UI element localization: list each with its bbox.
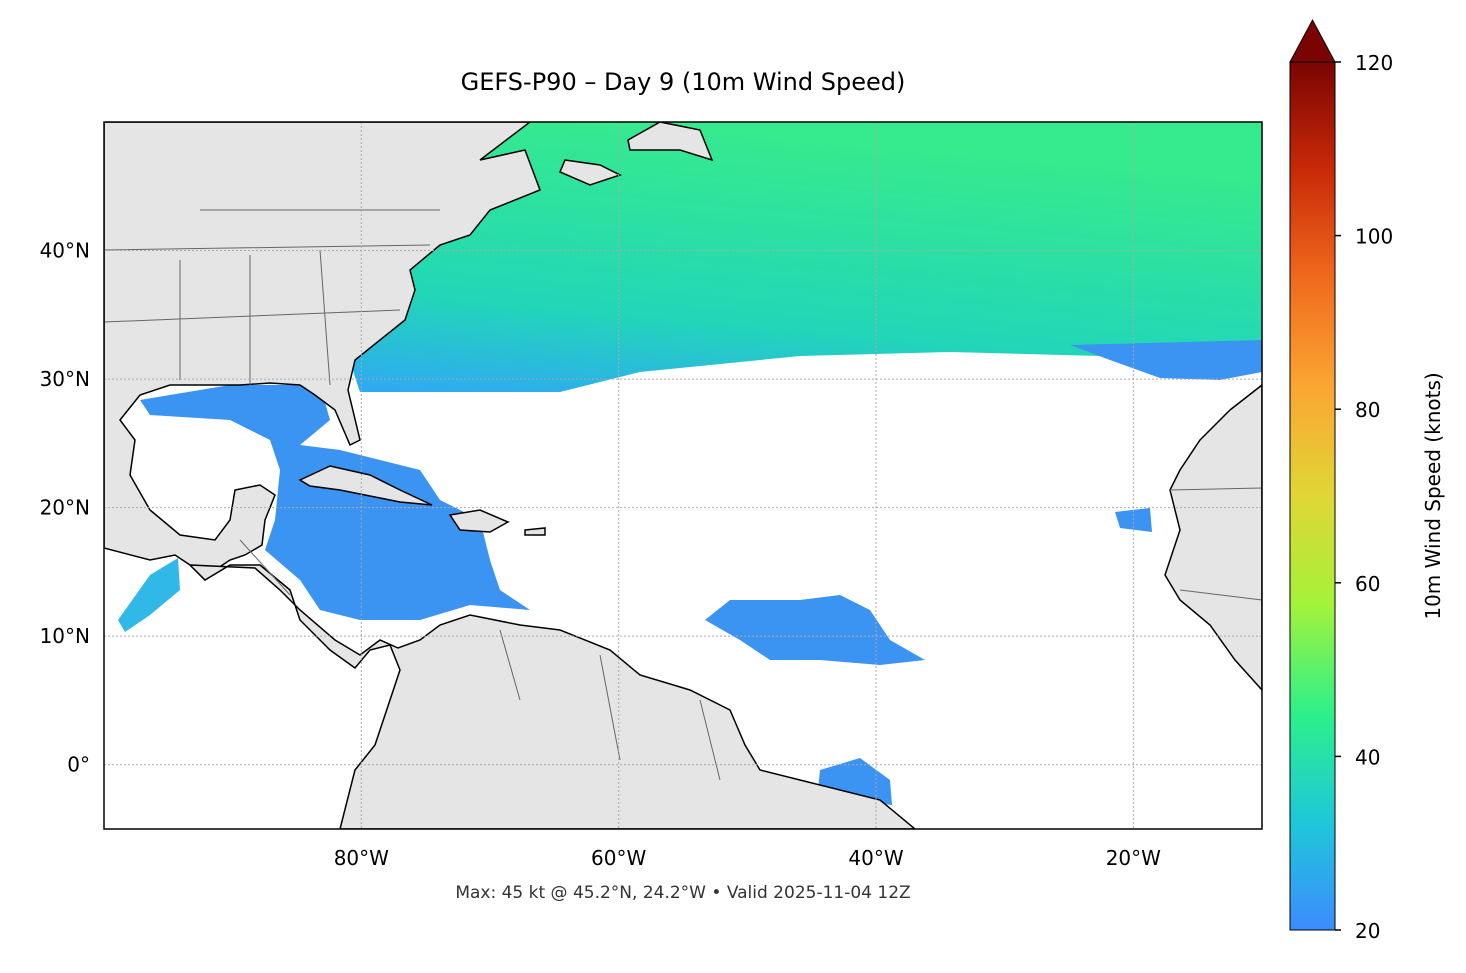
colorbar-tick-label: 100 <box>1355 225 1393 249</box>
chart-title: GEFS-P90 – Day 9 (10m Wind Speed) <box>461 68 906 96</box>
border <box>104 209 1262 781</box>
y-tick-label: 10°N <box>40 624 90 648</box>
y-tick-label: 30°N <box>40 367 90 391</box>
land <box>1164 384 1262 692</box>
colorbar-extend <box>1289 18 1336 63</box>
colorbar-tick-label: 60 <box>1355 572 1380 596</box>
wind-field <box>140 385 530 620</box>
wind-field <box>118 558 180 632</box>
land <box>188 564 917 829</box>
y-tick-label: 40°N <box>40 239 90 263</box>
footnote: Max: 45 kt @ 45.2°N, 24.2°W • Valid 2025… <box>455 883 910 903</box>
colorbar-tick-label: 40 <box>1355 745 1380 769</box>
colorbar: 20 40 60 80 100 120 10m Wind Speed (knots) <box>1289 18 1445 943</box>
x-tick-label: 80°W <box>334 846 389 870</box>
land <box>104 122 541 582</box>
x-tick-label: 40°W <box>848 846 903 870</box>
map-frame <box>103 121 1263 830</box>
land <box>627 122 714 162</box>
colorbar-tick-label: 20 <box>1355 919 1380 943</box>
x-tick-label: 60°W <box>591 846 646 870</box>
x-tick-label: 20°W <box>1106 846 1161 870</box>
y-tick-label: 20°N <box>40 496 90 520</box>
colorbar-tick-label: 80 <box>1355 398 1380 422</box>
wind-field <box>705 595 925 665</box>
land <box>524 527 546 536</box>
map <box>104 122 1262 829</box>
colorbar-scale <box>1289 61 1336 931</box>
wind-field <box>1070 340 1262 380</box>
land <box>559 159 622 186</box>
colorbar-tick-label: 120 <box>1355 51 1393 75</box>
land <box>448 509 510 533</box>
land <box>298 465 433 506</box>
wind-field <box>350 122 1262 392</box>
y-tick-label: 0° <box>67 753 90 777</box>
grid <box>104 122 1262 829</box>
colorbar-label: 10m Wind Speed (knots) <box>1421 372 1445 619</box>
